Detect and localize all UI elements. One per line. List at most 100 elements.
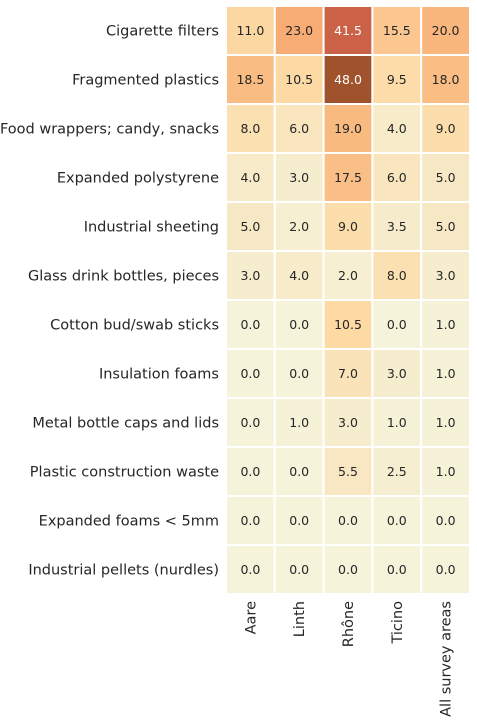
row-label-industrial-sheeting: Industrial sheeting — [84, 220, 219, 236]
cell-metal-bottle-caps-and-lids-all-survey-areas — [420, 397, 472, 448]
cell-value-label: 2.5 — [387, 464, 407, 479]
cell-fragmented-plastics-aare — [225, 54, 276, 105]
cell-industrial-sheeting-rh-ne — [322, 201, 374, 252]
cell-value-label: 8.0 — [387, 268, 407, 283]
cell-value-label: 0.0 — [240, 464, 260, 479]
row-label-cigarette-filters: Cigarette filters — [106, 24, 219, 40]
cell-value-label: 1.0 — [289, 415, 309, 430]
cell-expanded-foams-5mm-rh-ne — [322, 495, 374, 546]
row-labels: Cigarette filters Fragmented plastics Food… — [0, 24, 219, 579]
cell-plastic-construction-waste-aare — [225, 446, 276, 497]
cell-value-label: 9.0 — [436, 121, 456, 136]
cell-plastic-construction-waste-rh-ne — [322, 446, 374, 497]
cell-industrial-sheeting-linth — [273, 201, 325, 252]
row-label-cotton-bud-swab-sticks: Cotton bud/swab sticks — [50, 318, 219, 334]
cell-industrial-sheeting-aare — [225, 201, 276, 252]
cell-value-label: 5.5 — [338, 464, 358, 479]
cell-value-label: 0.0 — [289, 513, 309, 528]
cell-value-label: 0.0 — [240, 513, 260, 528]
cell-value-label: 5.0 — [436, 170, 456, 185]
row-label-expanded-polystyrene: Expanded polystyrene — [57, 171, 219, 187]
cell-value-label: 6.0 — [387, 170, 407, 185]
row-label-food-wrappers-candy-snacks: Food wrappers; candy, snacks — [0, 122, 219, 138]
row-label-glass-drink-bottles-pieces: Glass drink bottles, pieces — [28, 269, 219, 285]
cell-expanded-foams-5mm-all-survey-areas — [420, 495, 472, 546]
cell-value-label: 0.0 — [289, 317, 309, 332]
cell-value-label: 3.5 — [387, 219, 407, 234]
cell-value-label: 17.5 — [334, 170, 362, 185]
cell-value-label: 4.0 — [289, 268, 309, 283]
cell-fragmented-plastics-rh-ne — [322, 54, 374, 105]
cell-expanded-polystyrene-all-survey-areas — [420, 152, 472, 203]
cell-value-label: 11.0 — [236, 23, 264, 38]
column-label-aare: Aare — [243, 601, 259, 634]
cell-value-label: 0.0 — [289, 464, 309, 479]
cell-value-label: 0.0 — [387, 513, 407, 528]
cell-expanded-foams-5mm-aare — [225, 495, 276, 546]
cell-value-label: 0.0 — [387, 317, 407, 332]
cell-value-label: 1.0 — [387, 415, 407, 430]
column-label-all-survey-areas: All survey areas — [439, 601, 455, 717]
cell-industrial-pellets-nurdles-aare — [225, 544, 276, 595]
cell-glass-drink-bottles-pieces-ticino — [371, 250, 423, 301]
cell-value-label: 2.0 — [338, 268, 358, 283]
cell-value-label: 1.0 — [436, 366, 456, 381]
cell-expanded-polystyrene-ticino — [371, 152, 423, 203]
cell-value-label: 0.0 — [240, 415, 260, 430]
cell-value-label: 18.0 — [432, 72, 460, 87]
cell-value-label: 1.0 — [436, 415, 456, 430]
cell-value-label: 0.0 — [436, 513, 456, 528]
cell-value-label: 0.0 — [240, 317, 260, 332]
cell-insulation-foams-linth — [273, 348, 325, 399]
cell-value-label: 7.0 — [338, 366, 358, 381]
cell-value-label: 10.5 — [285, 72, 313, 87]
cell-value-label: 0.0 — [240, 366, 260, 381]
cell-value-label: 6.0 — [289, 121, 309, 136]
cell-glass-drink-bottles-pieces-all-survey-areas — [420, 250, 472, 301]
cell-value-label: 19.0 — [334, 121, 362, 136]
cell-value-label: 8.0 — [240, 121, 260, 136]
cell-cotton-bud-swab-sticks-aare — [225, 299, 276, 350]
row-label-metal-bottle-caps-and-lids: Metal bottle caps and lids — [32, 416, 219, 432]
cell-industrial-pellets-nurdles-ticino — [371, 544, 423, 595]
cell-value-label: 1.0 — [436, 317, 456, 332]
cell-value-label: 0.0 — [436, 562, 456, 577]
cell-value-label: 3.0 — [338, 415, 358, 430]
cell-value-label: 3.0 — [387, 366, 407, 381]
row-label-plastic-construction-waste: Plastic construction waste — [30, 465, 219, 481]
cell-value-label: 18.5 — [236, 72, 264, 87]
cell-expanded-polystyrene-linth — [273, 152, 325, 203]
cell-value-label: 23.0 — [285, 23, 313, 38]
row-label-insulation-foams: Insulation foams — [99, 367, 219, 383]
cell-expanded-foams-5mm-ticino — [371, 495, 423, 546]
cell-value-label: 5.0 — [436, 219, 456, 234]
heatmap-cells: 11.0 23.0 41.5 15.5 20.0 18.5 10.5 48.0 9.5 18.0 8… — [225, 5, 472, 595]
cell-value-label: 4.0 — [240, 170, 260, 185]
cell-value-label: 3.0 — [240, 268, 260, 283]
cell-glass-drink-bottles-pieces-linth — [273, 250, 325, 301]
cell-value-label: 9.0 — [338, 219, 358, 234]
cell-value-label: 20.0 — [432, 23, 460, 38]
cell-food-wrappers-candy-snacks-ticino — [371, 103, 423, 154]
row-label-expanded-foams-5mm: Expanded foams < 5mm — [39, 514, 219, 530]
cell-value-label: 0.0 — [338, 562, 358, 577]
cell-value-label: 4.0 — [387, 121, 407, 136]
cell-food-wrappers-candy-snacks-linth — [273, 103, 325, 154]
cell-expanded-polystyrene-aare — [225, 152, 276, 203]
cell-value-label: 0.0 — [338, 513, 358, 528]
cell-value-label: 3.0 — [436, 268, 456, 283]
cell-value-label: 5.0 — [240, 219, 260, 234]
row-label-fragmented-plastics: Fragmented plastics — [72, 73, 219, 89]
cell-value-label: 2.0 — [289, 219, 309, 234]
column-label-rh-ne: Rhône — [341, 601, 357, 647]
column-labels: Aare Linth Rhône Ticino All survey areas — [243, 601, 454, 717]
column-label-linth: Linth — [292, 601, 308, 637]
cell-value-label: 9.5 — [387, 72, 407, 87]
cell-fragmented-plastics-all-survey-areas — [420, 54, 472, 105]
cell-industrial-pellets-nurdles-linth — [273, 544, 325, 595]
cell-value-label: 48.0 — [334, 72, 362, 87]
column-label-ticino: Ticino — [390, 601, 406, 645]
cell-value-label: 3.0 — [289, 170, 309, 185]
cell-value-label: 1.0 — [436, 464, 456, 479]
